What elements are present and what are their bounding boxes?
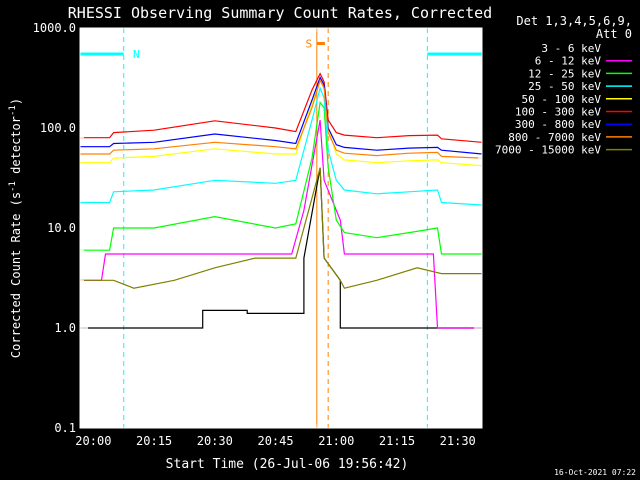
- mode-markers: NS: [80, 37, 482, 61]
- series-line-3: [80, 86, 483, 206]
- y-tick-label: 1.0: [54, 321, 76, 335]
- y-tick-label: 0.1: [54, 421, 76, 435]
- legend-label: 25 - 50 keV: [528, 80, 601, 93]
- chart-title: RHESSI Observing Summary Count Rates, Co…: [68, 4, 492, 22]
- series-line-6: [80, 76, 483, 155]
- legend-label: 300 - 800 keV: [515, 118, 601, 131]
- y-tick-label: 10.0: [47, 221, 76, 235]
- y-tick-label: 1000.0: [33, 21, 76, 35]
- x-axis: 20:00 20:15 20:30 20:45 21:00 21:15 21:30: [75, 28, 479, 448]
- timestamp: 16-Oct-2021 07:22: [554, 468, 636, 477]
- x-tick-label: 21:30: [440, 434, 476, 448]
- night-label: N: [133, 48, 140, 61]
- legend-header-line2: Att 0: [596, 27, 632, 41]
- saa-label: S: [305, 37, 312, 50]
- series-line-2: [80, 101, 482, 255]
- series-line-5: [80, 72, 483, 143]
- legend-header-line1: Det 1,3,4,5,6,9,: [516, 14, 632, 28]
- legend-label: 7000 - 15000 keV: [495, 144, 601, 157]
- x-tick-label: 20:30: [197, 434, 233, 448]
- x-tick-label: 20:45: [257, 434, 293, 448]
- legend-label: 50 - 100 keV: [522, 93, 602, 106]
- y-axis-label-mid: detector: [9, 116, 23, 181]
- series-layer: [80, 72, 483, 329]
- legend-label: 3 - 6 keV: [541, 42, 601, 55]
- legend-label: 12 - 25 keV: [528, 67, 601, 80]
- series-line-7: [80, 78, 483, 159]
- y-axis-label-end: ): [9, 98, 23, 105]
- x-axis-label: Start Time (26-Jul-06 19:56:42): [166, 457, 409, 472]
- x-tick-label: 21:00: [318, 434, 354, 448]
- x-tick-label: 20:00: [75, 434, 111, 448]
- legend-label: 800 - 7000 keV: [508, 131, 601, 144]
- legend-label: 100 - 300 keV: [515, 106, 601, 119]
- series-line-0: [80, 167, 482, 329]
- x-tick-label: 20:15: [136, 434, 172, 448]
- y-axis-label-main: Corrected Count Rate (s: [9, 192, 23, 358]
- x-tick-label: 21:15: [379, 434, 415, 448]
- series-line-1: [80, 119, 482, 329]
- series-line-8: [80, 167, 482, 289]
- y-axis-label: Corrected Count Rate (s-1 detector-1): [8, 98, 23, 358]
- y-axis-label-sup2: -1: [8, 105, 18, 116]
- y-axis: 0.1 1.0 10.0 100.0 1000.0: [33, 21, 482, 435]
- legend-label: 6 - 12 keV: [535, 55, 602, 68]
- y-axis-label-sup1: -1: [8, 181, 18, 192]
- y-tick-label: 100.0: [40, 121, 76, 135]
